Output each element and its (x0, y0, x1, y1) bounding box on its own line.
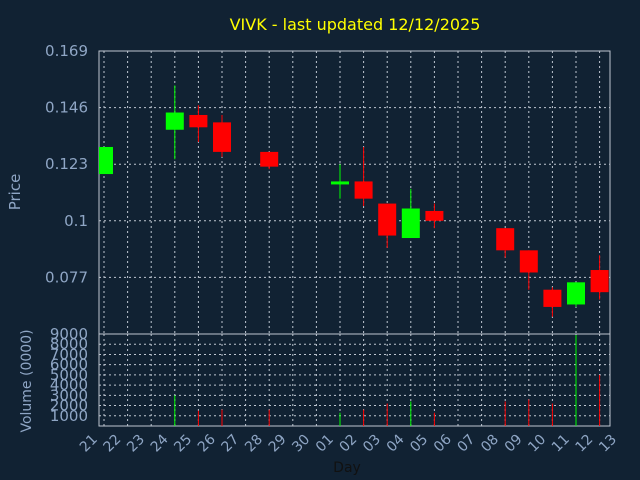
price-plot-area (98, 50, 611, 335)
volume-plot-area (98, 333, 611, 427)
candle-body (378, 203, 397, 236)
candle-body (260, 151, 279, 167)
price-tick-label: 0.146 (45, 99, 88, 117)
volume-tick-label: 9000 (50, 325, 88, 343)
candle-body (401, 208, 420, 239)
price-tick-label: 0.123 (45, 155, 88, 173)
y-axis-label: Price (6, 174, 24, 211)
volume-tick-label: 7000 (50, 345, 88, 363)
candle-body (567, 282, 585, 305)
volume-axis-label: Volume (0000) (19, 329, 35, 432)
volume-tick-label: 6000 (50, 356, 88, 374)
candle-body (99, 146, 113, 175)
x-ticks: 21 22 23 24 25 26 27 28 29 30 01 02 03 04 05 06 07 08 09 10… (77, 431, 620, 455)
candle-body (331, 181, 349, 185)
price-tick-label: 0.077 (45, 268, 88, 286)
volume-tick-label: 4000 (50, 376, 88, 394)
volume-tick-label: 1000 (50, 407, 88, 425)
volume-tick-label: 5000 (50, 366, 88, 384)
candle-body (543, 289, 562, 307)
candle-body (496, 228, 515, 251)
candle-body (189, 114, 208, 128)
candles (99, 85, 609, 317)
volume-tick-label: 8000 (50, 335, 88, 353)
price-tick-label: 0.169 (45, 42, 88, 60)
price-y-ticks: 0.077 0.1 0.123 0.146 0.169 (45, 42, 88, 286)
x-axis-label: Day (333, 460, 361, 476)
candle-body (354, 181, 373, 199)
price-tick-label: 0.1 (64, 212, 88, 230)
candle-body (519, 250, 538, 273)
candle-body (425, 210, 444, 221)
chart-title: VIVK - last updated 12/12/2025 (230, 15, 481, 34)
candle-body (590, 270, 609, 293)
candle-body (165, 112, 184, 130)
price-panel: 0.077 0.1 0.123 0.146 0.169 (45, 42, 611, 335)
candle-body (213, 122, 231, 152)
volume-grid (99, 333, 610, 426)
volume-tick-label: 2000 (50, 397, 88, 415)
volume-tick-label: 3000 (50, 386, 88, 404)
volume-bars (174, 335, 601, 426)
